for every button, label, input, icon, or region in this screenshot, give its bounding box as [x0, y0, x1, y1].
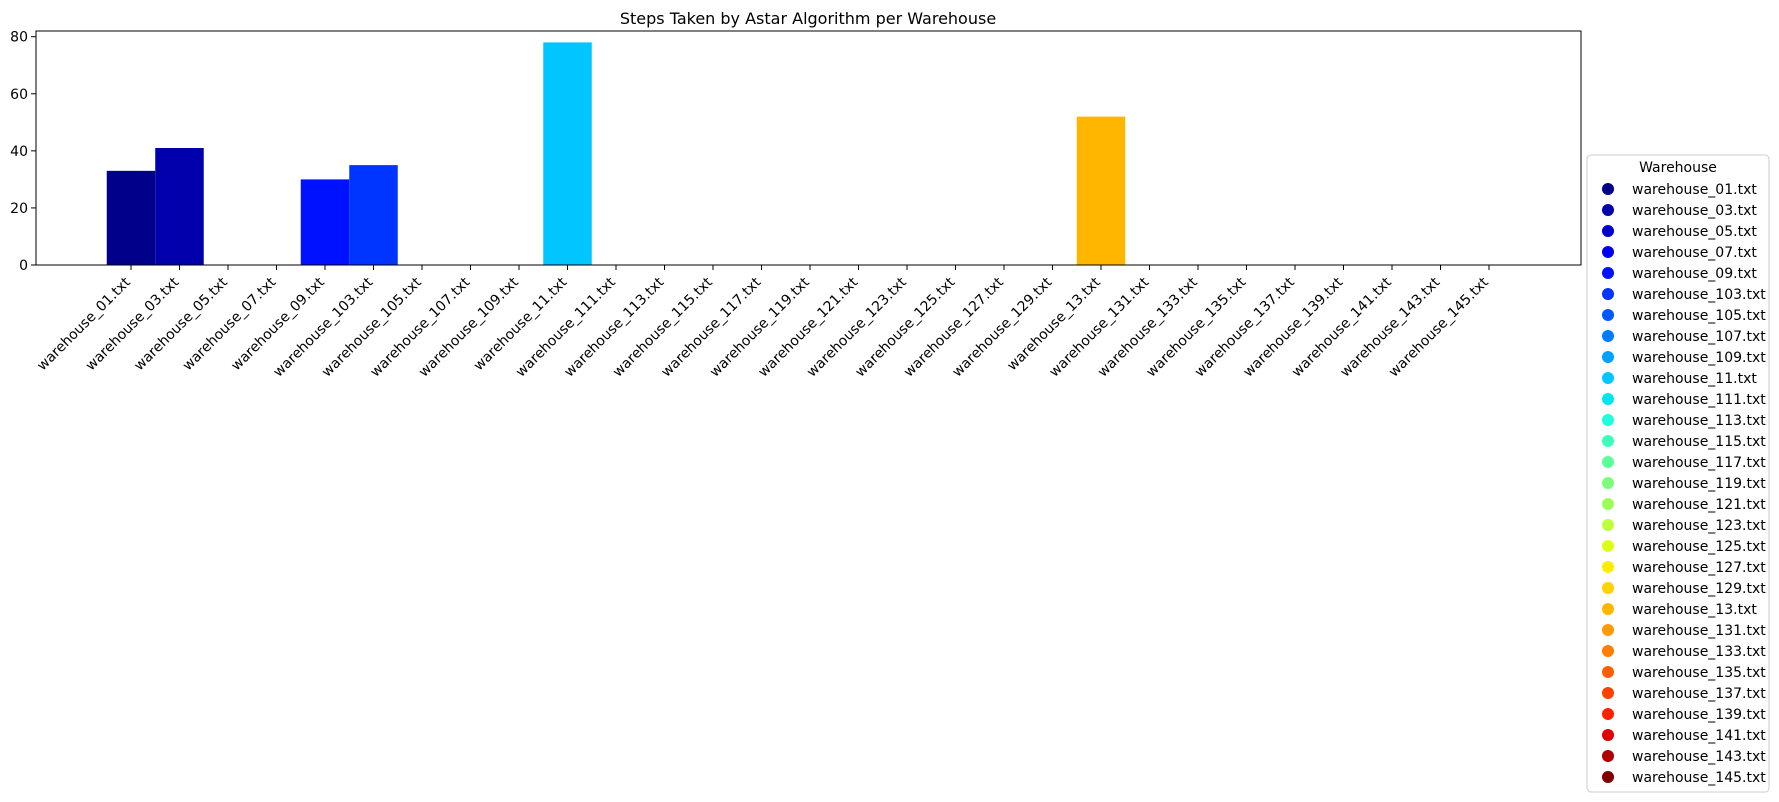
x-tick-label: warehouse_13.txt [1004, 274, 1104, 374]
legend-marker [1602, 771, 1614, 783]
legend-marker [1602, 246, 1614, 258]
legend-marker [1602, 414, 1614, 426]
bar [106, 170, 156, 265]
legend-marker [1602, 456, 1614, 468]
x-tick-label: warehouse_05.txt [131, 274, 231, 374]
plot-area-frame [35, 30, 1582, 266]
legend-label: warehouse_137.txt [1632, 686, 1766, 702]
legend-marker [1602, 750, 1614, 762]
x-tick-label: warehouse_09.txt [228, 274, 328, 374]
legend-marker [1602, 225, 1614, 237]
legend-marker [1602, 330, 1614, 342]
x-tick-label: warehouse_11.txt [471, 274, 571, 374]
legend-label: warehouse_135.txt [1632, 665, 1766, 681]
chart-title: Steps Taken by Astar Algorithm per Wareh… [620, 9, 996, 28]
legend-label: warehouse_13.txt [1632, 602, 1757, 618]
y-tick-label: 80 [10, 30, 28, 46]
legend-label: warehouse_107.txt [1632, 329, 1766, 345]
legend-label: warehouse_07.txt [1632, 245, 1757, 261]
legend-label: warehouse_123.txt [1632, 518, 1766, 534]
x-tick-label: warehouse_03.txt [83, 274, 183, 374]
legend-marker [1602, 708, 1614, 720]
legend-label: warehouse_113.txt [1632, 413, 1766, 429]
legend-title: Warehouse [1639, 160, 1717, 176]
x-tick-label: warehouse_07.txt [180, 274, 280, 374]
legend-marker [1602, 582, 1614, 594]
legend-marker [1602, 435, 1614, 447]
legend-label: warehouse_109.txt [1632, 350, 1766, 366]
legend-label: warehouse_133.txt [1632, 644, 1766, 660]
legend-label: warehouse_119.txt [1632, 476, 1766, 492]
legend-marker [1602, 666, 1614, 678]
legend-marker [1602, 267, 1614, 279]
y-tick-label: 40 [10, 144, 28, 160]
x-tick-label: warehouse_01.txt [34, 274, 134, 374]
legend-marker [1602, 519, 1614, 531]
legend-marker [1602, 498, 1614, 510]
bar [349, 165, 398, 265]
bar [543, 42, 592, 265]
legend-label: warehouse_131.txt [1632, 623, 1766, 639]
y-tick-label: 20 [10, 201, 28, 217]
legend-label: warehouse_103.txt [1632, 287, 1766, 303]
legend-marker [1602, 540, 1614, 552]
legend: Warehouse warehouse_01.txt warehouse_03.t… [1586, 154, 1770, 793]
legend-label: warehouse_141.txt [1632, 728, 1766, 744]
legend-marker [1602, 561, 1614, 573]
legend-label: warehouse_125.txt [1632, 539, 1766, 555]
legend-marker [1602, 183, 1614, 195]
legend-marker [1602, 687, 1614, 699]
legend-label: warehouse_09.txt [1632, 266, 1757, 282]
legend-label: warehouse_139.txt [1632, 707, 1766, 723]
legend-label: warehouse_05.txt [1632, 224, 1757, 240]
legend-label: warehouse_127.txt [1632, 560, 1766, 576]
bar [155, 148, 204, 265]
y-tick-label: 0 [19, 258, 28, 274]
bar [300, 179, 350, 265]
y-tick-label: 60 [10, 87, 28, 103]
legend-label: warehouse_115.txt [1632, 434, 1766, 450]
legend-marker [1602, 204, 1614, 216]
legend-label: warehouse_129.txt [1632, 581, 1766, 597]
legend-label: warehouse_11.txt [1632, 371, 1757, 387]
legend-label: warehouse_01.txt [1632, 182, 1757, 198]
legend-marker [1602, 393, 1614, 405]
legend-marker [1602, 288, 1614, 300]
bar [1076, 116, 1126, 265]
legend-label: warehouse_105.txt [1632, 308, 1766, 324]
legend-marker [1602, 603, 1614, 615]
legend-label: warehouse_111.txt [1632, 392, 1766, 408]
legend-label: warehouse_143.txt [1632, 749, 1766, 765]
legend-marker [1602, 309, 1614, 321]
legend-marker [1602, 477, 1614, 489]
legend-marker [1602, 624, 1614, 636]
legend-marker [1602, 351, 1614, 363]
legend-label: warehouse_145.txt [1632, 770, 1766, 786]
legend-box [1586, 154, 1770, 793]
legend-marker [1602, 729, 1614, 741]
legend-label: warehouse_117.txt [1632, 455, 1766, 471]
legend-label: warehouse_121.txt [1632, 497, 1766, 513]
legend-label: warehouse_03.txt [1632, 203, 1757, 219]
legend-marker [1602, 372, 1614, 384]
legend-marker [1602, 645, 1614, 657]
